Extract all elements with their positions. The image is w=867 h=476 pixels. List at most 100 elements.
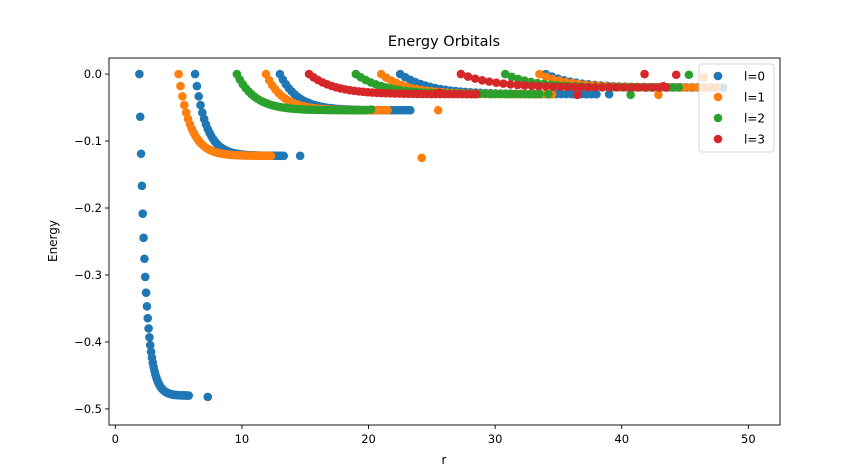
data-point-l3 — [573, 90, 582, 100]
data-point-l3 — [640, 83, 650, 92]
data-point-l3 — [477, 75, 487, 85]
y-tick-label: −0.4 — [74, 335, 102, 349]
legend-box — [698, 63, 775, 153]
data-point-l2 — [366, 105, 376, 114]
data-point-l3 — [619, 83, 628, 92]
data-point-l0 — [194, 92, 204, 101]
data-point-l3 — [463, 72, 473, 81]
y-axis-label: Energy — [46, 220, 60, 262]
data-point-l0 — [592, 89, 601, 99]
plot-background — [109, 58, 780, 425]
plot-frame — [108, 57, 781, 426]
x-tick-label: 20 — [361, 432, 376, 446]
data-point-l1 — [266, 151, 276, 161]
data-point-l3 — [435, 88, 444, 98]
data-points — [135, 69, 728, 402]
data-point-l0 — [135, 112, 145, 122]
data-point-l3 — [520, 81, 529, 90]
y-tick-label: −0.1 — [74, 134, 102, 148]
plot-area — [109, 58, 780, 425]
data-point-l0 — [135, 69, 144, 79]
legend-marker-l1 — [713, 92, 723, 102]
data-point-l3 — [484, 77, 494, 86]
data-point-l3 — [541, 82, 551, 91]
data-point-l1 — [179, 100, 189, 110]
data-point-l3 — [499, 79, 508, 88]
data-point-l3 — [612, 83, 621, 92]
x-tick-label: 10 — [235, 432, 250, 446]
y-tick-label: −0.2 — [74, 201, 102, 215]
legend-label: l=0 — [744, 70, 765, 84]
chart-title: Energy Orbitals — [388, 34, 500, 50]
data-point-l0 — [136, 149, 146, 159]
legend-label: l=3 — [744, 133, 765, 147]
data-point-l0 — [406, 105, 415, 115]
data-point-l3 — [555, 82, 565, 92]
data-point-l1 — [176, 81, 185, 91]
data-point-l0 — [203, 392, 213, 402]
legend-marker-l2 — [713, 113, 723, 123]
data-point-l3 — [534, 81, 544, 91]
legend: l=0 l=1 l=2 l=3 — [698, 63, 775, 153]
data-point-l0 — [145, 340, 155, 350]
data-point-l3 — [506, 80, 515, 89]
data-point-l0 — [196, 100, 205, 110]
data-point-l0 — [295, 151, 305, 161]
data-point-l0 — [279, 151, 289, 161]
data-point-l1 — [686, 83, 695, 92]
data-point-l3 — [471, 89, 481, 99]
data-point-l3 — [626, 83, 635, 92]
data-point-l3 — [456, 69, 466, 79]
y-tick-label: −0.5 — [74, 402, 102, 416]
legend-marker-l3 — [713, 134, 723, 144]
data-point-l0 — [139, 233, 148, 243]
data-point-l1 — [417, 153, 427, 163]
data-point-l1 — [383, 105, 392, 115]
y-tick-label: −0.3 — [74, 268, 102, 282]
data-point-l3 — [605, 83, 614, 92]
data-point-l0 — [144, 324, 153, 333]
data-point-l2 — [674, 83, 684, 92]
legend-label: l=1 — [744, 91, 765, 105]
axis-ticks: 0 10 20 30 40 50 0.0 −0.1 −0.2 −0.3 −0.4 −0.5 — [74, 67, 756, 446]
data-point-l0 — [140, 272, 150, 282]
data-point-l3 — [633, 83, 643, 92]
x-tick-label: 0 — [112, 432, 119, 446]
data-point-l3 — [583, 82, 593, 92]
data-point-l0 — [138, 209, 148, 218]
data-point-l1 — [174, 69, 183, 79]
data-point-l3 — [671, 70, 681, 80]
data-point-l3 — [513, 80, 522, 90]
data-point-l2 — [626, 90, 635, 100]
data-point-l3 — [591, 82, 600, 92]
data-point-l3 — [576, 82, 586, 92]
data-point-l2 — [349, 105, 358, 115]
data-point-l0 — [190, 69, 200, 79]
data-point-l0 — [184, 391, 194, 400]
data-point-l3 — [562, 82, 572, 92]
data-point-l3 — [647, 83, 657, 92]
data-point-l3 — [569, 82, 579, 92]
data-point-l0 — [137, 181, 147, 191]
data-point-l3 — [492, 78, 501, 88]
data-point-l3 — [659, 81, 668, 91]
data-point-l0 — [192, 81, 202, 91]
data-point-l0 — [604, 89, 614, 99]
data-point-l1 — [541, 72, 551, 82]
x-tick-label: 50 — [741, 432, 756, 446]
data-point-l1 — [535, 69, 544, 79]
data-point-l2 — [544, 89, 553, 99]
data-point-l1 — [654, 90, 663, 100]
data-point-l1 — [433, 105, 443, 115]
data-point-l2 — [535, 89, 544, 99]
data-point-l2 — [667, 83, 677, 92]
data-point-l3 — [598, 82, 607, 92]
x-tick-label: 30 — [488, 432, 503, 446]
y-tick-label: 0.0 — [84, 67, 102, 81]
data-point-l0 — [142, 302, 152, 311]
data-point-l0 — [143, 313, 153, 323]
data-point-l1 — [178, 92, 187, 101]
data-point-l3 — [548, 82, 558, 91]
data-point-l3 — [640, 69, 649, 79]
